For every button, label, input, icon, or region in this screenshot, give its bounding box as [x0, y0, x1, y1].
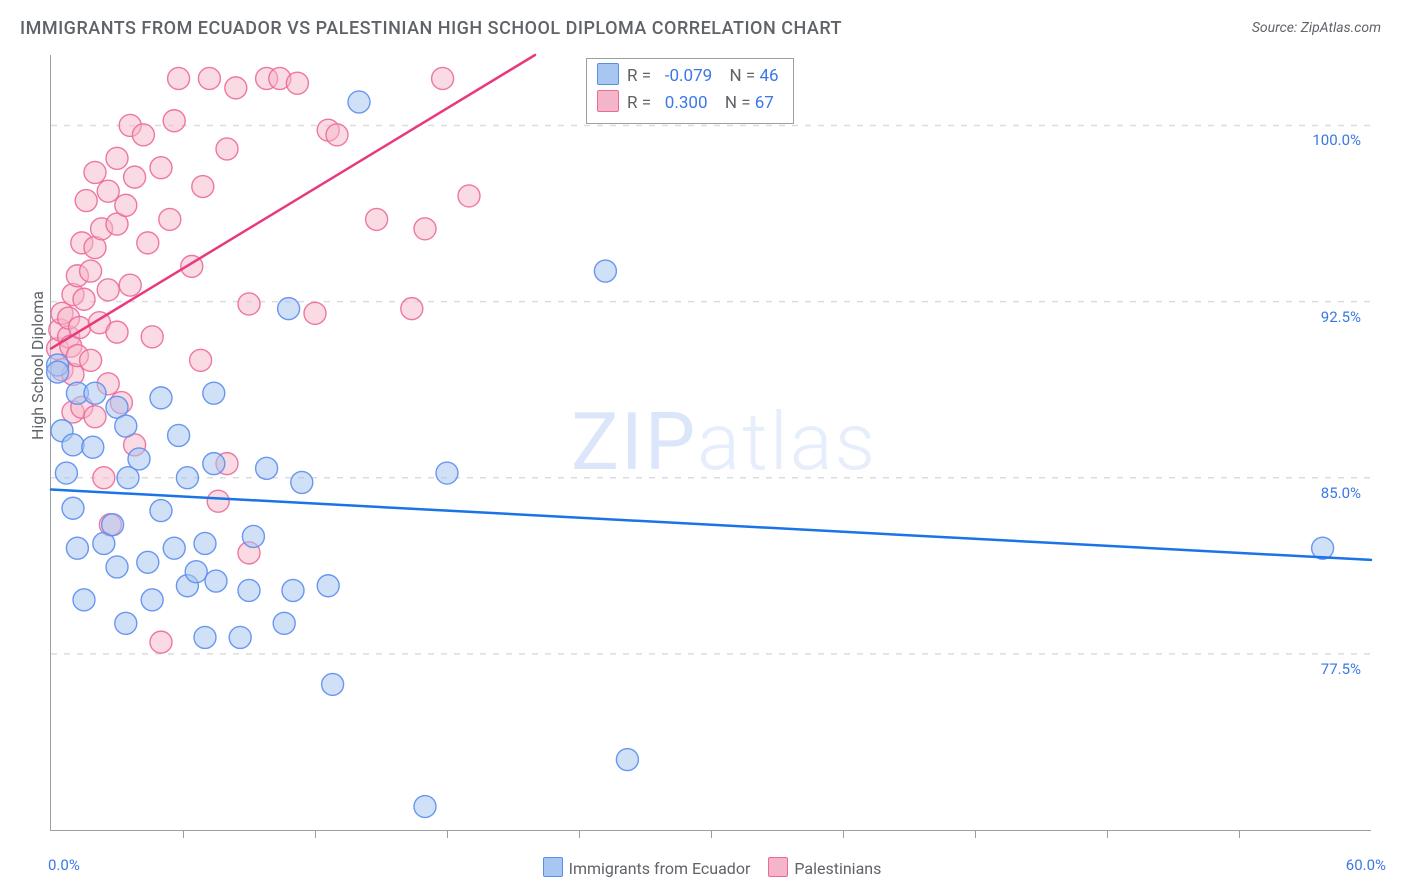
x-tick — [975, 830, 976, 838]
legend-series-label: Palestinians — [794, 859, 881, 878]
legend-swatch — [597, 63, 619, 85]
source-credit: Source: ZipAtlas.com — [1252, 20, 1381, 36]
x-tick — [843, 830, 844, 838]
x-tick — [315, 830, 316, 838]
legend-swatch — [768, 857, 788, 877]
y-axis-title: High School Diploma — [28, 291, 47, 440]
stat-n-value: 67 — [755, 93, 774, 113]
legend-swatch — [543, 857, 563, 877]
plot-area: R = -0.079 N = 46R = 0.300 N = 67 ZIPatl… — [50, 55, 1371, 831]
y-gridline-label: 100.0% — [1308, 131, 1365, 149]
x-tick — [1107, 830, 1108, 838]
stats-row: R = 0.300 N = 67 — [597, 90, 779, 117]
x-tick — [447, 830, 448, 838]
chart-container: IMMIGRANTS FROM ECUADOR VS PALESTINIAN H… — [0, 0, 1406, 892]
x-tick — [579, 830, 580, 838]
bottom-legend: Immigrants from Ecuador Palestinians — [0, 857, 1406, 878]
y-gridline-label: 85.0% — [1317, 484, 1365, 502]
chart-title: IMMIGRANTS FROM ECUADOR VS PALESTINIAN H… — [20, 18, 842, 39]
stat-n-value: 46 — [759, 66, 778, 86]
stats-row: R = -0.079 N = 46 — [597, 63, 779, 90]
y-gridline-label: 92.5% — [1317, 308, 1365, 326]
stats-legend-box: R = -0.079 N = 46R = 0.300 N = 67 — [586, 58, 794, 124]
x-tick — [183, 830, 184, 838]
legend-swatch — [597, 90, 619, 112]
x-tick — [711, 830, 712, 838]
stat-r-value: 0.300 — [655, 93, 707, 113]
scatter-plot-svg — [51, 55, 1371, 830]
legend-series-label: Immigrants from Ecuador — [569, 859, 751, 878]
x-tick — [1239, 830, 1240, 838]
y-gridline-label: 77.5% — [1317, 660, 1365, 678]
stat-r-value: -0.079 — [655, 66, 712, 86]
